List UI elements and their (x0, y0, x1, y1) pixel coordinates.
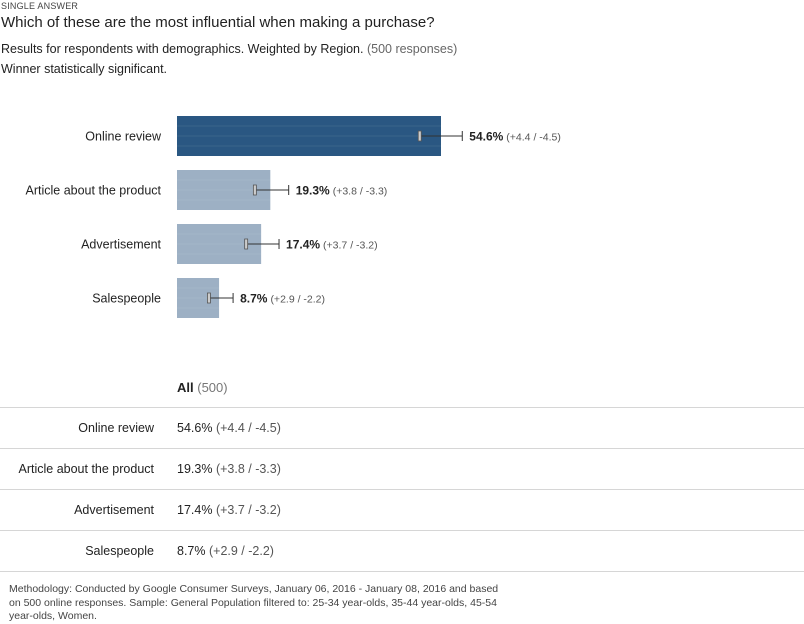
results-subtitle: Results for respondents with demographic… (1, 42, 457, 56)
bar-chart: Online review 54.6% (+4.4 / -4.5) Article a… (26, 116, 561, 318)
row-value: 19.3% (+3.8 / -3.3) (177, 462, 281, 476)
row-percent: 54.6% (177, 421, 213, 435)
category-label: Advertisement (81, 238, 161, 252)
value-label: 54.6% (+4.4 / -4.5) (469, 130, 561, 144)
row-percent: 17.4% (177, 503, 213, 517)
row-ci: (+3.7 / -3.2) (215, 503, 281, 517)
row-ci: (+3.8 / -3.3) (215, 462, 281, 476)
value-percent: 54.6% (469, 130, 503, 144)
methodology-note: Methodology: Conducted by Google Consume… (9, 583, 499, 622)
table-header-all: All (177, 380, 194, 395)
row-name: Advertisement (74, 503, 154, 517)
value-ci: (+3.7 / -3.2) (323, 240, 378, 252)
response-count: (500 responses) (366, 42, 458, 56)
row-percent: 19.3% (177, 462, 213, 476)
value-label: 17.4% (+3.7 / -3.2) (286, 238, 378, 252)
value-percent: 19.3% (296, 184, 330, 198)
value-percent: 8.7% (240, 292, 268, 306)
row-name: Article about the product (18, 462, 155, 476)
table-header: All (500) (177, 380, 228, 395)
table-row: Article about the product 19.3% (+3.8 / … (0, 448, 804, 489)
table-row: Advertisement 17.4% (+3.7 / -3.2) (0, 489, 804, 530)
value-percent: 17.4% (286, 238, 320, 252)
error-cap-low (252, 184, 257, 196)
subtitle-text: Results for respondents with demographic… (1, 42, 364, 56)
error-cap-low (244, 238, 249, 250)
row-name: Salespeople (85, 544, 154, 558)
value-ci: (+3.8 / -3.3) (333, 186, 388, 198)
row-value: 54.6% (+4.4 / -4.5) (177, 421, 281, 435)
value-ci: (+2.9 / -2.2) (270, 294, 325, 306)
row-name: Online review (78, 421, 154, 435)
value-ci: (+4.4 / -4.5) (506, 132, 561, 144)
row-ci: (+2.9 / -2.2) (208, 544, 274, 558)
error-cap-low (417, 130, 422, 142)
row-percent: 8.7% (177, 544, 206, 558)
row-ci: (+4.4 / -4.5) (215, 421, 281, 435)
winner-note: Winner statistically significant. (1, 62, 168, 76)
table-header-count: (500) (197, 380, 228, 395)
value-label: 8.7% (+2.9 / -2.2) (240, 292, 325, 306)
category-label: Article about the product (26, 184, 162, 198)
error-cap-low (207, 292, 211, 304)
row-value: 17.4% (+3.7 / -3.2) (177, 503, 281, 517)
category-label: Salespeople (92, 292, 161, 306)
bar (177, 116, 441, 156)
table-row: Salespeople 8.7% (+2.9 / -2.2) (0, 530, 804, 572)
table-row: Online review 54.6% (+4.4 / -4.5) (0, 407, 804, 448)
category-label: Online review (85, 130, 162, 144)
row-value: 8.7% (+2.9 / -2.2) (177, 544, 274, 558)
value-label: 19.3% (+3.8 / -3.3) (296, 184, 388, 198)
question-title: Which of these are the most influential … (1, 14, 435, 31)
question-type-label: SINGLE ANSWER (1, 1, 79, 11)
